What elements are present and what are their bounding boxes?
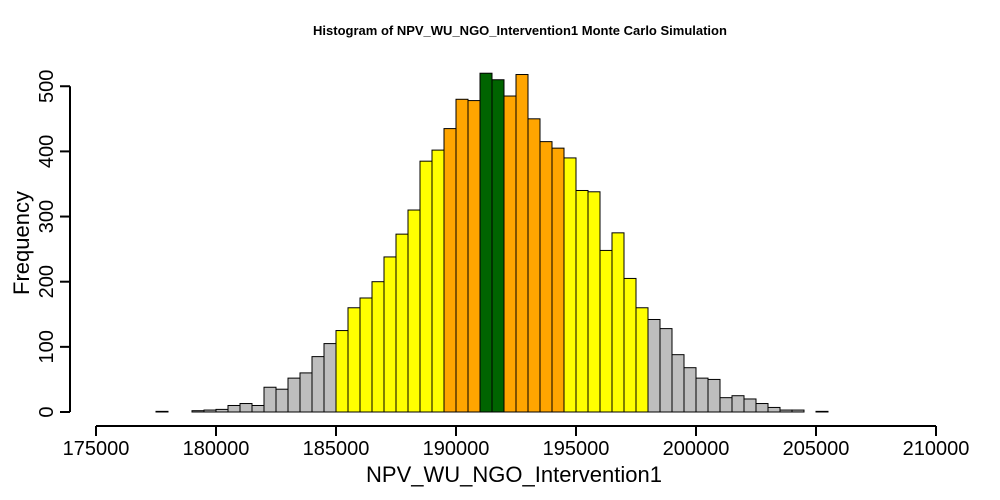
histogram-bar <box>299 372 313 413</box>
histogram-bar <box>587 191 601 413</box>
chart-title: Histogram of NPV_WU_NGO_Intervention1 Mo… <box>313 23 727 38</box>
histogram-bar <box>263 386 277 413</box>
histogram-bar <box>707 378 721 413</box>
histogram-bar <box>527 118 541 413</box>
histogram-bar <box>659 328 673 413</box>
x-tick-label: 175000 <box>63 438 130 460</box>
histogram-bar <box>371 281 385 413</box>
histogram-bar <box>335 330 349 413</box>
x-tick-label: 210000 <box>903 438 970 460</box>
histogram-bar <box>635 307 649 413</box>
y-tick-label: 100 <box>36 330 58 363</box>
histogram-bar <box>359 297 373 413</box>
x-tick-label: 180000 <box>183 438 250 460</box>
x-tick-label: 205000 <box>783 438 850 460</box>
y-tick-label: 200 <box>36 265 58 298</box>
histogram-bar <box>791 409 805 413</box>
y-tick-label: 0 <box>36 406 58 417</box>
histogram-bar <box>611 232 625 413</box>
histogram-bar <box>491 79 505 413</box>
histogram-bar <box>443 128 457 413</box>
x-axis-label: NPV_WU_NGO_Intervention1 <box>366 462 662 487</box>
histogram-bar <box>275 388 289 413</box>
y-tick-label: 300 <box>36 200 58 233</box>
x-tick-label: 200000 <box>663 438 730 460</box>
histogram-bar <box>347 307 361 413</box>
histogram-bar <box>551 147 565 413</box>
histogram-bar <box>287 377 301 413</box>
histogram-bar <box>767 406 781 413</box>
histogram-bar <box>419 160 433 413</box>
histogram-bar <box>671 354 685 413</box>
histogram-bar <box>239 403 253 413</box>
x-tick-label: 185000 <box>303 438 370 460</box>
histogram-bar <box>683 367 697 413</box>
x-tick-label: 190000 <box>423 438 490 460</box>
histogram-bar <box>731 395 745 413</box>
histogram-bar <box>599 249 613 413</box>
histogram-bar <box>215 408 229 413</box>
histogram-bar <box>311 356 325 413</box>
histogram-bar <box>539 141 553 413</box>
histogram-bar <box>479 72 493 413</box>
histogram-bar <box>395 233 409 413</box>
histogram-bar <box>515 74 529 413</box>
y-tick-label: 500 <box>36 70 58 103</box>
x-tick-label: 195000 <box>543 438 610 460</box>
histogram-bar <box>743 398 757 413</box>
histogram-bar <box>191 410 205 413</box>
histogram-bar <box>563 157 577 413</box>
histogram-bars <box>155 72 829 413</box>
histogram-bar <box>575 189 589 413</box>
histogram-bar <box>503 95 517 413</box>
histogram-bar <box>695 377 709 413</box>
x-axis: 175000 180000 185000 190000 195000 200000 2050… <box>63 425 970 460</box>
histogram-bar <box>203 409 217 413</box>
histogram-bar <box>323 343 337 413</box>
histogram-bar <box>155 410 169 413</box>
histogram-bar <box>251 404 265 413</box>
histogram-bar <box>467 100 481 413</box>
y-axis: 0 100 200 300 400 500 <box>36 70 71 418</box>
histogram-bar <box>431 149 445 413</box>
histogram-bar <box>623 277 637 413</box>
histogram-bar <box>455 98 469 413</box>
histogram-bar <box>383 256 397 413</box>
histogram-bar <box>755 403 769 413</box>
histogram-bar <box>647 318 661 413</box>
histogram-bar <box>407 209 421 413</box>
y-axis-label: Frequency <box>9 191 34 295</box>
histogram-bar <box>227 404 241 413</box>
y-tick-label: 400 <box>36 135 58 168</box>
histogram-bar <box>815 410 829 413</box>
histogram-bar <box>719 397 733 413</box>
histogram-bar <box>779 409 793 413</box>
